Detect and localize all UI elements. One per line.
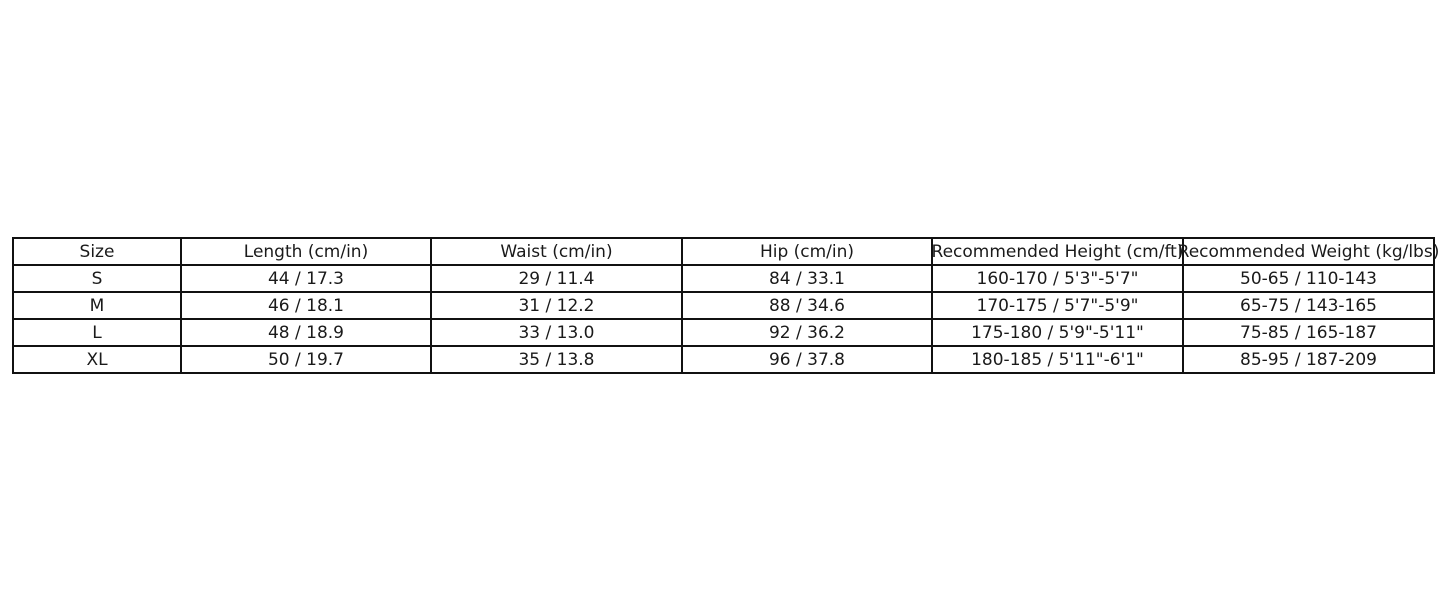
header-label: Recommended Weight (kg/lbs) [1177,241,1440,262]
header-recommended-height: Recommended Height (cm/ft) [931,237,1184,266]
size-chart-table: Size Length (cm/in) Waist (cm/in) Hip (c… [12,237,1439,374]
header-recommended-weight: Recommended Weight (kg/lbs) [1178,237,1439,266]
cell-length: 50 / 19.7 [180,345,432,374]
cell-recommended-height: 160-170 / 5'3"-5'7" [931,264,1184,293]
cell-value: 50-65 / 110-143 [1240,268,1377,289]
cell-value: 84 / 33.1 [768,268,846,289]
cell-value: 180-185 / 5'11"-6'1" [971,349,1144,370]
cell-value: 44 / 17.3 [267,268,345,289]
cell-size: L [12,318,182,347]
cell-waist: 35 / 13.8 [430,345,683,374]
cell-recommended-height: 180-185 / 5'11"-6'1" [931,345,1184,374]
cell-length: 44 / 17.3 [180,264,432,293]
cell-value: 88 / 34.6 [768,295,846,316]
cell-value: 96 / 37.8 [768,349,846,370]
table-row-l: L 48 / 18.9 33 / 13.0 92 / 36.2 175-180 … [12,318,1435,347]
header-label: Waist (cm/in) [500,241,613,262]
cell-value: L [92,322,102,343]
cell-size: XL [12,345,182,374]
header-label: Length (cm/in) [243,241,369,262]
cell-value: 175-180 / 5'9"-5'11" [971,322,1144,343]
cell-hip: 88 / 34.6 [681,291,933,320]
cell-value: 65-75 / 143-165 [1240,295,1377,316]
cell-size: S [12,264,182,293]
cell-value: S [91,268,103,289]
cell-hip: 84 / 33.1 [681,264,933,293]
cell-value: XL [86,349,108,370]
table-header-row: Size Length (cm/in) Waist (cm/in) Hip (c… [12,237,1439,266]
cell-value: 31 / 12.2 [518,295,595,316]
cell-value: 160-170 / 5'3"-5'7" [976,268,1139,289]
cell-value: 29 / 11.4 [518,268,595,289]
cell-value: 33 / 13.0 [518,322,595,343]
cell-waist: 29 / 11.4 [430,264,683,293]
cell-value: 46 / 18.1 [267,295,345,316]
cell-recommended-weight: 50-65 / 110-143 [1182,264,1435,293]
cell-value: 50 / 19.7 [267,349,345,370]
cell-hip: 92 / 36.2 [681,318,933,347]
header-waist: Waist (cm/in) [430,237,683,266]
cell-value: 170-175 / 5'7"-5'9" [976,295,1139,316]
header-label: Size [79,241,115,262]
table-row-m: M 46 / 18.1 31 / 12.2 88 / 34.6 170-175 … [12,291,1435,320]
cell-hip: 96 / 37.8 [681,345,933,374]
cell-value: 85-95 / 187-209 [1240,349,1377,370]
cell-value: 75-85 / 165-187 [1240,322,1377,343]
cell-value: 35 / 13.8 [518,349,595,370]
header-length: Length (cm/in) [180,237,432,266]
table-row-s: S 44 / 17.3 29 / 11.4 84 / 33.1 160-170 … [12,264,1435,293]
cell-recommended-height: 170-175 / 5'7"-5'9" [931,291,1184,320]
cell-value: 92 / 36.2 [768,322,846,343]
cell-value: 48 / 18.9 [267,322,345,343]
cell-value: M [89,295,105,316]
cell-recommended-height: 175-180 / 5'9"-5'11" [931,318,1184,347]
cell-length: 46 / 18.1 [180,291,432,320]
cell-length: 48 / 18.9 [180,318,432,347]
table-row-xl: XL 50 / 19.7 35 / 13.8 96 / 37.8 180-185… [12,345,1435,374]
header-size: Size [12,237,182,266]
cell-waist: 31 / 12.2 [430,291,683,320]
cell-size: M [12,291,182,320]
header-label: Hip (cm/in) [759,241,855,262]
cell-recommended-weight: 85-95 / 187-209 [1182,345,1435,374]
cell-recommended-weight: 65-75 / 143-165 [1182,291,1435,320]
cell-waist: 33 / 13.0 [430,318,683,347]
header-label: Recommended Height (cm/ft) [931,241,1184,262]
cell-recommended-weight: 75-85 / 165-187 [1182,318,1435,347]
header-hip: Hip (cm/in) [681,237,933,266]
